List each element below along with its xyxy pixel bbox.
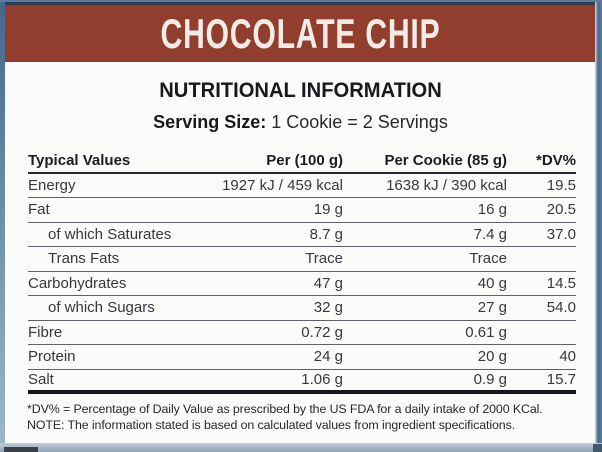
table-header-row: Typical Values Per (100 g) Per Cookie (8… xyxy=(28,149,576,174)
per-100g-value: 32 g xyxy=(313,299,343,317)
table-row: Trans Fats Trace Trace xyxy=(28,247,576,272)
table-row: Fat 19 g 16 g 20.5 xyxy=(28,198,576,223)
row-label: Energy xyxy=(28,176,76,194)
table-row: Fibre 0.72 g 0.61 g xyxy=(28,321,576,345)
row-label: Carbohydrates xyxy=(28,274,127,292)
table-row: of which Saturates 8.7 g 7.4 g 37.0 xyxy=(28,223,576,247)
per-cookie-value: 0.61 g xyxy=(465,323,507,341)
table-row: of which Sugars 32 g 27 g 54.0 xyxy=(28,296,576,321)
per-100g-value: 47 g xyxy=(313,274,343,292)
per-cookie-value: Trace xyxy=(469,250,507,268)
column-header-typical-values: Typical Values xyxy=(28,151,131,169)
per-cookie-value: 16 g xyxy=(477,201,507,219)
table-row: Protein 24 g 20 g 40 xyxy=(28,345,576,370)
product-title: CHOCOLATE CHIP xyxy=(160,9,441,57)
per-100g-value: Trace xyxy=(305,250,343,268)
row-label: Protein xyxy=(28,348,76,366)
dv-percent-value: 40 xyxy=(559,348,576,366)
dv-percent-value: 54.0 xyxy=(546,299,576,317)
photo-edge-right xyxy=(595,2,602,452)
footnotes: *DV% = Percentage of Daily Value as pres… xyxy=(27,402,579,433)
serving-size-label: Serving Size: xyxy=(153,112,267,132)
table-row: Energy 1927 kJ / 459 kcal 1638 kJ / 390 kc… xyxy=(28,174,576,198)
row-label: Salt xyxy=(28,371,54,389)
photo-edge-bottom-right-dark xyxy=(593,444,602,452)
per-cookie-value: 40 g xyxy=(477,274,507,292)
section-title: NUTRITIONAL INFORMATION xyxy=(159,79,442,102)
per-100g-value: 19 g xyxy=(313,201,343,219)
footnote-dv: *DV% = Percentage of Daily Value as pres… xyxy=(27,402,543,416)
serving-size-value: 1 Cookie = 2 Servings xyxy=(271,112,448,132)
photo-edge-bottom-left-dark xyxy=(4,447,38,452)
serving-size-line: Serving Size: 1 Cookie = 2 Servings xyxy=(5,112,596,133)
footnote-note: NOTE: The information stated is based on… xyxy=(27,417,516,432)
row-label: Fibre xyxy=(28,323,63,341)
table-row: Salt 1.06 g 0.9 g 15.7 xyxy=(28,370,576,394)
per-100g-value: 8.7 g xyxy=(309,225,343,243)
nutrition-table-body: Energy 1927 kJ / 459 kcal 1638 kJ / 390 kc… xyxy=(28,174,576,394)
dv-percent-value: 15.7 xyxy=(546,371,576,389)
photo-edge-bottom xyxy=(0,443,602,452)
dv-percent-value: 37.0 xyxy=(546,225,576,243)
table-row: Carbohydrates 47 g 40 g 14.5 xyxy=(28,272,576,296)
per-100g-value: 1927 kJ / 459 kcal xyxy=(222,176,343,194)
photo-edge-top-dark xyxy=(0,2,602,5)
photo-edge-top-light xyxy=(0,0,602,2)
per-cookie-value: 27 g xyxy=(477,299,507,317)
per-100g-value: 0.72 g xyxy=(301,323,343,341)
per-cookie-value: 1638 kJ / 390 kcal xyxy=(386,176,507,194)
row-label: of which Saturates xyxy=(48,225,172,243)
per-cookie-value: 20 g xyxy=(477,348,507,366)
product-title-bar: CHOCOLATE CHIP xyxy=(4,5,597,62)
row-label: Fat xyxy=(28,201,50,219)
row-label: of which Sugars xyxy=(48,299,155,317)
dv-percent-value: 19.5 xyxy=(546,176,576,194)
column-header-dv-percent: *DV% xyxy=(535,151,576,169)
nutrition-table: Typical Values Per (100 g) Per Cookie (8… xyxy=(28,149,576,394)
column-header-per-cookie: Per Cookie (85 g) xyxy=(384,151,507,169)
photo-edge-left xyxy=(0,2,5,452)
per-100g-value: 1.06 g xyxy=(301,371,343,389)
per-cookie-value: 7.4 g xyxy=(473,225,507,243)
per-100g-value: 24 g xyxy=(313,348,343,366)
dv-percent-value: 20.5 xyxy=(546,201,576,219)
per-cookie-value: 0.9 g xyxy=(473,371,507,389)
dv-percent-value: 14.5 xyxy=(546,274,576,292)
column-header-per-100g: Per (100 g) xyxy=(266,151,343,169)
row-label: Trans Fats xyxy=(48,250,120,268)
